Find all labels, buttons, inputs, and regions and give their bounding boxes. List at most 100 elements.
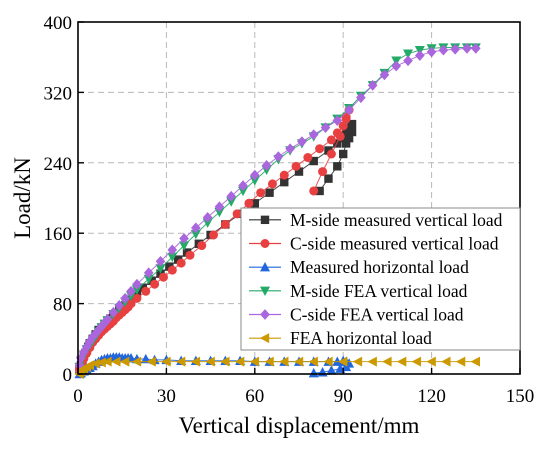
data-point xyxy=(309,186,319,196)
legend-label: FEA horizontal load xyxy=(290,328,432,348)
data-point xyxy=(238,180,248,192)
data-point xyxy=(249,176,260,186)
legend-swatch-marker xyxy=(260,239,270,248)
data-point xyxy=(202,218,213,228)
data-point xyxy=(324,174,333,183)
data-point xyxy=(344,104,354,116)
data-point xyxy=(279,356,289,367)
series-layer xyxy=(74,43,481,379)
data-point xyxy=(176,258,186,268)
data-point xyxy=(324,146,333,155)
legend-swatch-marker xyxy=(259,333,270,344)
data-point xyxy=(267,179,277,189)
legend-swatch-marker xyxy=(260,215,270,225)
data-point xyxy=(126,299,136,309)
data-point xyxy=(333,162,342,171)
data-point xyxy=(256,188,266,198)
data-point xyxy=(250,199,259,208)
legend-label: C-side FEA vertical load xyxy=(290,305,464,325)
data-point xyxy=(147,276,156,285)
legend-item: C-side FEA vertical load xyxy=(249,305,464,325)
data-point xyxy=(450,43,460,55)
data-point xyxy=(84,336,95,347)
data-point xyxy=(338,356,348,367)
legend-label: C-side measured vertical load xyxy=(290,234,499,254)
legend-swatch-marker xyxy=(260,261,270,272)
data-point xyxy=(308,367,319,378)
data-point xyxy=(209,230,219,240)
data-point xyxy=(335,131,345,141)
x-tick-label: 90 xyxy=(334,386,353,407)
data-point xyxy=(143,274,154,285)
data-point xyxy=(341,114,351,124)
data-point xyxy=(191,222,201,234)
data-point xyxy=(175,356,186,367)
data-point xyxy=(111,356,121,367)
data-point xyxy=(285,143,295,155)
data-point xyxy=(471,43,481,54)
data-point xyxy=(320,122,331,133)
x-tick-label: 150 xyxy=(506,386,535,407)
data-point xyxy=(341,139,351,148)
data-point xyxy=(179,233,189,244)
data-point xyxy=(309,156,318,166)
data-point xyxy=(84,360,94,371)
data-point xyxy=(250,169,260,181)
data-point xyxy=(261,160,272,171)
data-point xyxy=(90,358,100,369)
data-point xyxy=(462,43,472,54)
x-tick-label: 0 xyxy=(73,386,83,407)
data-point xyxy=(93,324,104,336)
data-point xyxy=(155,255,166,267)
data-point xyxy=(150,279,160,289)
data-point xyxy=(352,356,363,367)
data-point xyxy=(214,201,225,213)
data-point xyxy=(205,356,215,367)
data-point xyxy=(120,292,130,304)
data-point xyxy=(382,356,392,367)
legend-label: M-side FEA vertical load xyxy=(290,281,468,301)
data-point xyxy=(155,264,166,274)
data-point xyxy=(220,356,230,367)
x-tick-label: 60 xyxy=(245,386,264,407)
data-point xyxy=(426,356,436,367)
data-point xyxy=(326,365,337,375)
y-tick-label: 80 xyxy=(53,295,72,316)
legend-box xyxy=(240,207,521,351)
data-point xyxy=(264,356,274,367)
y-axis-label: Load/kN xyxy=(10,157,35,239)
data-point xyxy=(232,209,242,219)
legend-item: M-side measured vertical load xyxy=(249,210,503,230)
data-point xyxy=(318,167,328,177)
x-axis-label: Vertical displacement/mm xyxy=(179,413,420,438)
legend-swatch-marker xyxy=(260,286,270,297)
data-point xyxy=(332,115,343,126)
y-tick-label: 160 xyxy=(44,224,73,245)
data-point xyxy=(347,127,357,137)
data-point xyxy=(341,128,351,138)
series-6 xyxy=(74,356,480,379)
data-point xyxy=(315,144,325,154)
data-point xyxy=(226,190,237,202)
legend: M-side measured vertical load C-side meas… xyxy=(240,207,521,351)
data-point xyxy=(138,283,148,292)
data-point xyxy=(280,177,289,187)
y-tick-label: 320 xyxy=(44,83,73,104)
data-point xyxy=(273,151,284,163)
data-point xyxy=(244,198,254,208)
data-point xyxy=(339,149,348,159)
data-point xyxy=(185,250,195,260)
y-tick-label: 0 xyxy=(63,365,73,386)
data-point xyxy=(102,314,113,325)
data-point xyxy=(326,149,336,159)
data-point xyxy=(333,139,342,148)
legend-label: M-side measured vertical load xyxy=(290,210,503,230)
data-point xyxy=(415,50,425,61)
data-point xyxy=(234,356,245,367)
legend-item: FEA horizontal load xyxy=(249,328,432,348)
plot-frame xyxy=(77,21,521,375)
data-point xyxy=(315,186,324,196)
data-point xyxy=(265,188,274,197)
data-point xyxy=(297,136,307,148)
data-point xyxy=(303,153,313,163)
